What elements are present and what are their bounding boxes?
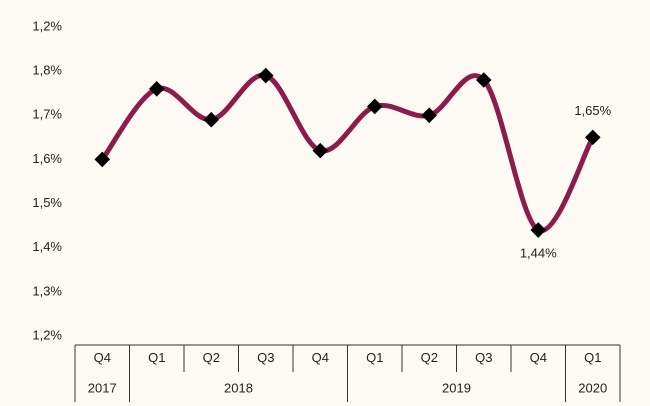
marker <box>584 129 601 146</box>
y-tick-label: 1,4% <box>32 239 62 254</box>
y-tick-label: 1,7% <box>32 107 62 122</box>
marker <box>312 142 329 159</box>
y-tick-label: 1,8% <box>32 63 62 78</box>
x-tick-label: Q3 <box>257 350 274 365</box>
line <box>99 72 596 234</box>
y-tick-label: 1,5% <box>32 195 62 210</box>
group-label: 2017 <box>88 380 117 395</box>
y-tick-label: 1,2% <box>32 327 62 342</box>
x-tick-label: Q2 <box>203 350 220 365</box>
marker <box>530 222 547 238</box>
group-label: 2019 <box>442 380 471 395</box>
x-tick-label: Q4 <box>312 350 329 365</box>
x-tick-label: Q4 <box>94 350 111 365</box>
y-tick-label: 1,2% <box>32 18 62 33</box>
y-tick-label: 1,3% <box>32 283 62 298</box>
x-tick-label: Q4 <box>530 350 547 365</box>
data-label: 1,65% <box>574 103 611 118</box>
data-label: 1,44% <box>520 245 557 260</box>
group-label: 2020 <box>578 380 607 395</box>
marker <box>94 151 111 168</box>
group-label: 2018 <box>224 380 253 395</box>
x-tick-label: Q1 <box>584 350 601 365</box>
marker <box>148 81 165 97</box>
y-tick-label: 1,6% <box>32 151 62 166</box>
x-tick-label: Q2 <box>421 350 438 365</box>
x-tick-label: Q1 <box>148 350 165 365</box>
marker <box>203 111 220 128</box>
x-tick-label: Q3 <box>475 350 492 365</box>
x-tick-label: Q1 <box>366 350 383 365</box>
